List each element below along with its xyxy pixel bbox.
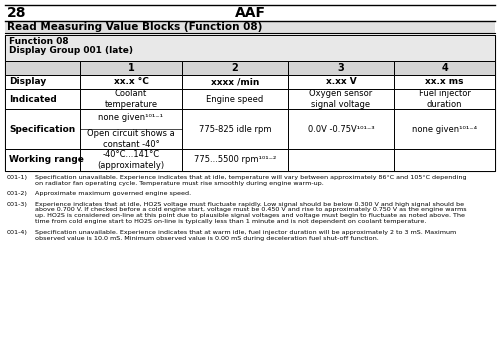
Text: Read Measuring Value Blocks (Function 08): Read Measuring Value Blocks (Function 08… (7, 22, 262, 32)
Text: 001-1): 001-1) (7, 175, 28, 180)
Bar (288, 61, 394, 75)
Text: Specification unavailable. Experience indicates that at warm idle, fuel injector: Specification unavailable. Experience in… (35, 231, 456, 241)
Bar (182, 89, 288, 109)
Text: 775...5500 rpm¹⁰¹⁻²: 775...5500 rpm¹⁰¹⁻² (194, 155, 276, 164)
Text: 3: 3 (338, 63, 344, 73)
Text: Working range: Working range (9, 155, 84, 164)
Text: Open circuit shows a
constant -40°: Open circuit shows a constant -40° (87, 129, 175, 149)
Text: 28: 28 (7, 6, 26, 20)
Text: Specification unavailable. Experience indicates that at idle, temperature will v: Specification unavailable. Experience in… (35, 175, 466, 186)
Text: Display: Display (9, 77, 46, 86)
Text: Engine speed: Engine speed (206, 94, 264, 103)
Text: xxxx /min: xxxx /min (211, 77, 259, 86)
Bar (182, 75, 288, 89)
Bar (288, 75, 394, 89)
Text: none given¹⁰¹⁻⁴: none given¹⁰¹⁻⁴ (412, 125, 477, 134)
Text: 001-2): 001-2) (7, 191, 28, 196)
Bar (5, 61, 80, 75)
Bar (288, 89, 394, 109)
Bar (394, 61, 495, 75)
Bar (80, 89, 182, 109)
Text: Indicated: Indicated (9, 94, 57, 103)
Bar (80, 61, 182, 75)
Text: Fuel injector
duration: Fuel injector duration (418, 89, 470, 109)
Bar (5, 149, 495, 171)
Bar (80, 75, 182, 89)
Text: none given¹⁰¹⁻¹: none given¹⁰¹⁻¹ (98, 113, 164, 122)
Bar (5, 89, 80, 109)
Text: 2: 2 (232, 63, 238, 73)
Bar (5, 149, 80, 171)
Bar (5, 109, 495, 149)
Bar (5, 61, 495, 75)
Text: -40°C...141°C
(approximately): -40°C...141°C (approximately) (98, 150, 164, 170)
Text: Function 08: Function 08 (9, 37, 68, 46)
Bar (394, 75, 495, 89)
Bar (182, 61, 288, 75)
Text: 1: 1 (128, 63, 134, 73)
Bar (288, 149, 394, 171)
Bar (288, 109, 394, 149)
Bar (5, 109, 80, 149)
Bar (5, 75, 495, 89)
Text: xx.x ms: xx.x ms (425, 77, 464, 86)
Bar (182, 149, 288, 171)
Bar (394, 109, 495, 149)
Text: 775-825 idle rpm: 775-825 idle rpm (199, 125, 271, 134)
Bar (394, 149, 495, 171)
Text: AAF: AAF (234, 6, 266, 20)
Text: Experience indicates that at idle, HO2S voltage must fluctuate rapidly. Low sign: Experience indicates that at idle, HO2S … (35, 201, 466, 224)
Text: 001-3): 001-3) (7, 201, 28, 207)
Text: Specification: Specification (9, 125, 75, 134)
Text: 0.0V -0.75V¹⁰¹⁻³: 0.0V -0.75V¹⁰¹⁻³ (308, 125, 374, 134)
Bar (394, 89, 495, 109)
Text: 001-4): 001-4) (7, 231, 28, 235)
Bar (5, 21, 495, 33)
Text: Approximate maximum governed engine speed.: Approximate maximum governed engine spee… (35, 191, 191, 196)
Bar (5, 75, 80, 89)
Text: Oxygen sensor
signal voltage: Oxygen sensor signal voltage (310, 89, 372, 109)
Bar (182, 109, 288, 149)
Text: Coolant
temperature: Coolant temperature (104, 89, 158, 109)
Bar (5, 89, 495, 109)
Text: xx.x °C: xx.x °C (114, 77, 148, 86)
Bar (5, 35, 495, 61)
Text: 4: 4 (441, 63, 448, 73)
Text: Display Group 001 (late): Display Group 001 (late) (9, 46, 133, 55)
Bar (80, 149, 182, 171)
Text: x.xx V: x.xx V (326, 77, 356, 86)
Bar (5, 35, 495, 171)
